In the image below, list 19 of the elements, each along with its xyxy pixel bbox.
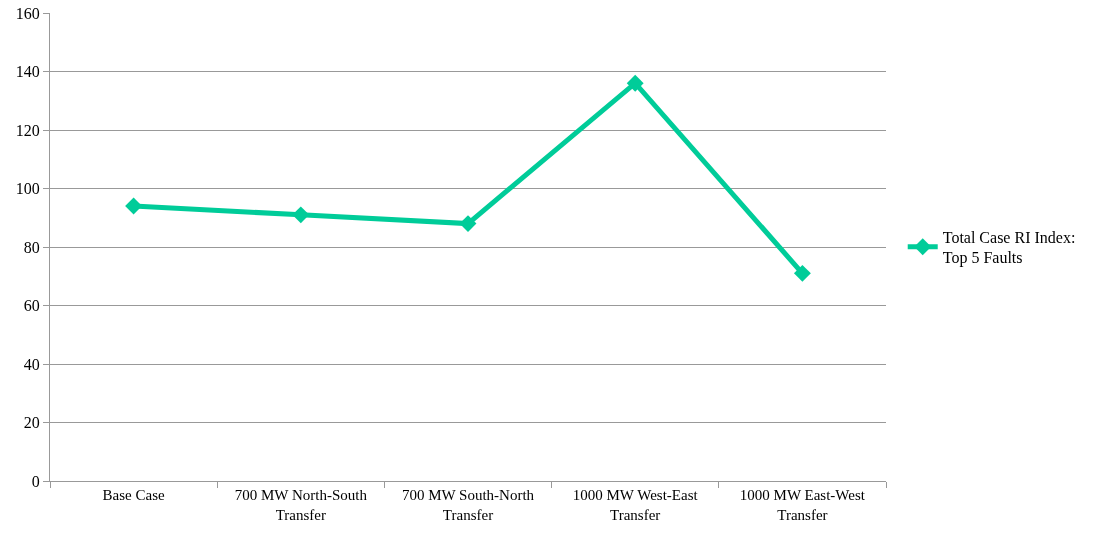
x-tick-label: 1000 MW East-West Transfer	[739, 487, 866, 523]
x-tick-label: 700 MW South-North Transfer	[401, 487, 535, 523]
y-tick-label: 20	[23, 414, 40, 432]
x-tick-label: 700 MW North-South Transfer	[234, 487, 368, 523]
point	[793, 264, 811, 282]
y-tick-label: 120	[15, 121, 40, 139]
legend-label: Total Case RI Index: Top 5 Faults	[942, 228, 1076, 268]
x-tick-label: Base Case	[102, 487, 165, 503]
y-tick-label: 40	[23, 355, 40, 373]
y-tick-label: 160	[15, 4, 40, 22]
y-tick-label: 0	[31, 472, 40, 490]
y-tick-label: 100	[15, 180, 40, 198]
point	[459, 215, 477, 233]
y-tick-label: 60	[23, 297, 40, 315]
y-tick-label: 80	[23, 238, 40, 256]
point	[626, 74, 644, 92]
point	[292, 206, 310, 224]
y-tick-label: 140	[15, 63, 40, 81]
x-tick-label: 1000 MW West-East Transfer	[572, 487, 699, 523]
